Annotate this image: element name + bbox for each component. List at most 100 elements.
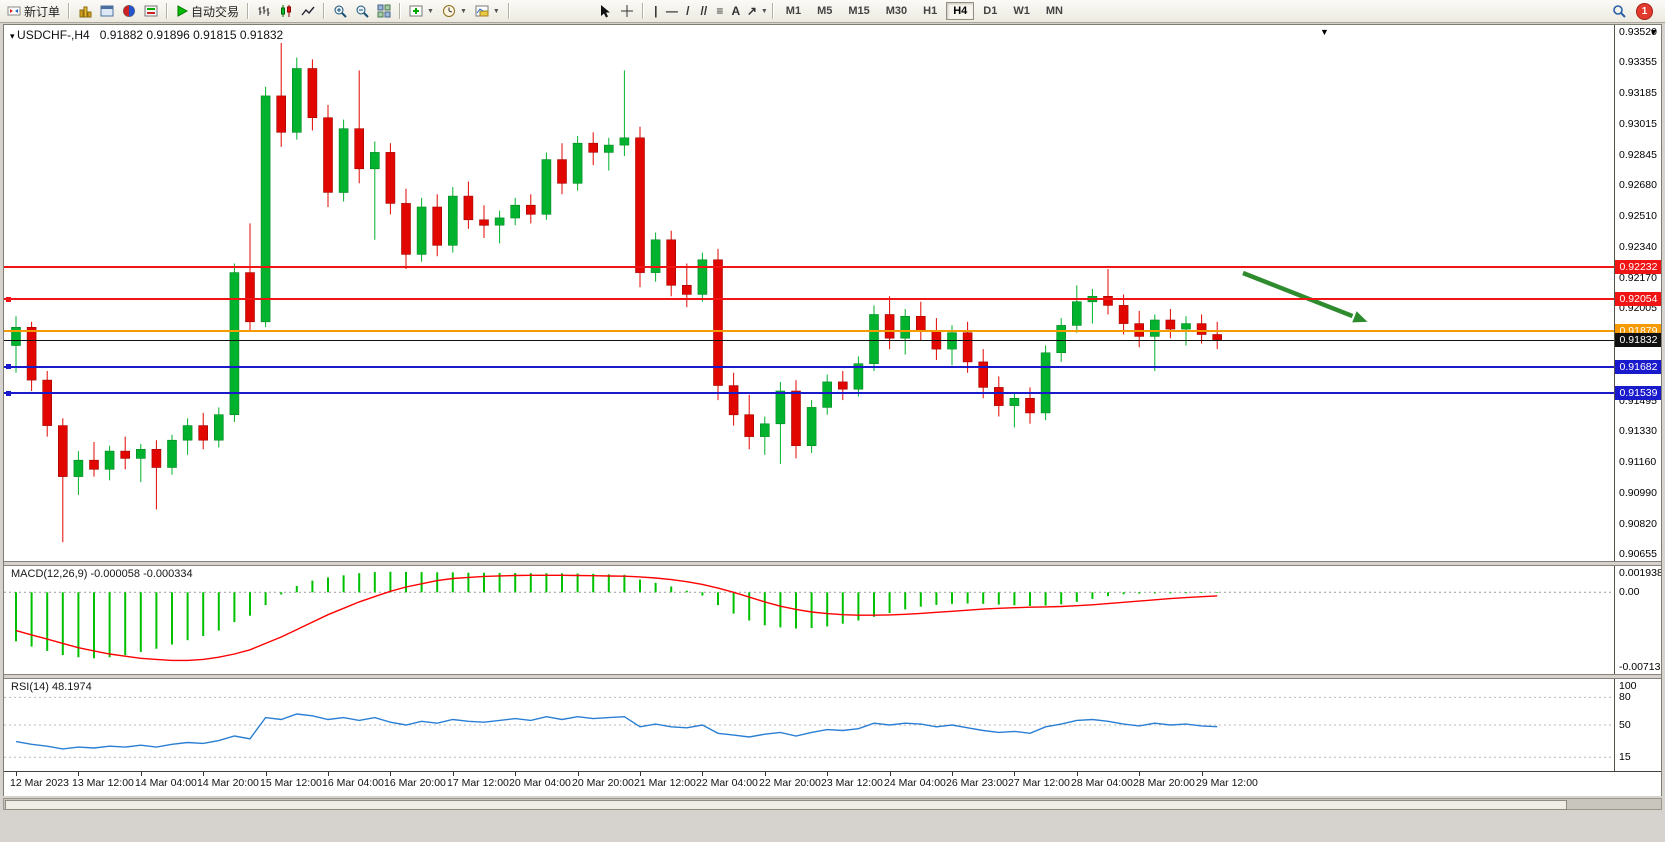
timeframe-h4[interactable]: H4: [946, 2, 975, 20]
arrows-tool[interactable]: ↗: [744, 2, 760, 21]
indicators-button[interactable]: ▼: [405, 2, 438, 21]
toolbar-separator: [166, 3, 169, 19]
axis-corner-arrow[interactable]: ▼: [1649, 27, 1658, 37]
trend-arrow[interactable]: [1242, 270, 1368, 323]
market-watch-button[interactable]: [74, 2, 96, 21]
notification-badge[interactable]: 1: [1636, 2, 1653, 20]
line-chart-icon: [301, 6, 315, 16]
line-handle[interactable]: [6, 297, 11, 302]
cursor-tool-button[interactable]: [594, 2, 616, 21]
bar-chart-button[interactable]: [253, 2, 275, 21]
price-tick-label: 0.92170: [1619, 272, 1657, 284]
price-tick-label: 0.91495: [1619, 395, 1657, 407]
scrollbar-thumb[interactable]: [5, 800, 1567, 810]
time-tick-label: 22 Mar 20:00: [759, 777, 821, 789]
horizontal-level-line[interactable]: [4, 298, 1614, 300]
current-price-line: [4, 340, 1614, 341]
timeframe-w1[interactable]: W1: [1013, 5, 1030, 17]
candlestick-chart-icon: [281, 5, 292, 17]
navigator-button[interactable]: [118, 2, 140, 21]
new-order-label: 新订单: [24, 4, 61, 19]
time-tick-label: 16 Mar 20:00: [384, 777, 446, 789]
timeframe-h1[interactable]: H1: [923, 5, 938, 17]
time-axis[interactable]: 12 Mar 2023 13 Mar 12:00 14 Mar 04:00 14 Ma…: [4, 771, 1661, 796]
rsi-plot[interactable]: RSI(14) 48.1974: [4, 679, 1614, 771]
timeframe-group: M1 M5 M15 M30 H1 H4 D1 W1 MN: [778, 2, 1071, 20]
price-tick-label: 0.93185: [1619, 87, 1657, 99]
panel-splitter[interactable]: [4, 561, 1661, 566]
timeframe-m30[interactable]: M30: [885, 5, 908, 17]
chart-dropdown-arrow[interactable]: ▼: [1320, 27, 1329, 37]
channel-tool[interactable]: //: [696, 2, 712, 21]
price-tick-label: 0.91330: [1619, 425, 1657, 437]
candlestick-chart-button[interactable]: [275, 2, 297, 21]
time-tick: [1139, 772, 1140, 776]
time-tick-label: 26 Mar 23:00: [946, 777, 1008, 789]
main-chart-plot[interactable]: ▾ USDCHF-,H4 0.91882 0.91896 0.91815 0.91…: [4, 25, 1614, 561]
timeframe-m5[interactable]: M5: [817, 5, 833, 17]
toolbar-separator: [771, 3, 774, 19]
periods-button[interactable]: ▼: [438, 2, 471, 21]
terminal-icon: [144, 5, 158, 17]
search-button[interactable]: [1608, 2, 1630, 21]
time-tick-label: 14 Mar 20:00: [197, 777, 259, 789]
crosshair-icon: [620, 5, 633, 17]
zoom-in-button[interactable]: [329, 2, 351, 21]
time-tick: [640, 772, 641, 776]
rsi-axis-label: 50: [1619, 719, 1631, 731]
panel-splitter[interactable]: [4, 674, 1661, 679]
trendline-tool[interactable]: /: [680, 2, 696, 21]
text-tool[interactable]: A: [728, 2, 744, 21]
chevron-down-icon: ▼: [427, 7, 434, 15]
line-handle[interactable]: [6, 364, 11, 369]
time-tick: [266, 772, 267, 776]
tile-windows-button[interactable]: [373, 2, 395, 21]
time-tick-label: 13 Mar 12:00: [72, 777, 134, 789]
time-tick: [16, 772, 17, 776]
timeframe-mn[interactable]: MN: [1045, 5, 1063, 17]
horizontal-level-line[interactable]: [4, 366, 1614, 368]
timeframe-m15[interactable]: M15: [848, 5, 870, 17]
price-tag: 0.91832: [1615, 333, 1661, 347]
price-axis[interactable]: ▼ 0.92232 0.92054 0.91879 0.91682 0.91539 0.9…: [1614, 25, 1661, 561]
rsi-axis-label: 15: [1619, 751, 1631, 763]
time-tick-label: 23 Mar 12:00: [821, 777, 883, 789]
main-chart-panel: ▾ USDCHF-,H4 0.91882 0.91896 0.91815 0.91…: [4, 25, 1661, 561]
time-tick: [765, 772, 766, 776]
templates-button[interactable]: ▼: [471, 2, 504, 21]
time-tick: [1077, 772, 1078, 776]
macd-axis-label: -0.007132: [1619, 661, 1661, 673]
line-handle[interactable]: [6, 391, 11, 396]
chevron-down-icon: ▼: [492, 7, 500, 15]
time-tick-label: 24 Mar 04:00: [884, 777, 946, 789]
autotrading-button[interactable]: 自动交易: [172, 2, 243, 21]
horizontal-line-tool[interactable]: —: [664, 2, 680, 21]
symbol-dropdown-arrow[interactable]: ▾: [10, 31, 18, 41]
horizontal-level-line[interactable]: [4, 266, 1614, 268]
crosshair-tool-button[interactable]: [616, 2, 638, 21]
terminal-button[interactable]: [140, 2, 162, 21]
time-tick: [827, 772, 828, 776]
zoom-in-icon: [334, 5, 347, 18]
time-tick-label: 14 Mar 04:00: [135, 777, 197, 789]
horizontal-level-line[interactable]: [4, 330, 1614, 332]
time-tick-label: 20 Mar 04:00: [509, 777, 571, 789]
new-order-button[interactable]: 新订单: [3, 2, 64, 21]
macd-plot[interactable]: MACD(12,26,9) -0.000058 -0.000334: [4, 566, 1614, 674]
toolbar-separator: [507, 3, 510, 19]
timeframe-d1[interactable]: D1: [983, 5, 998, 17]
data-window-button[interactable]: [96, 2, 118, 21]
line-tools-group: | — ///≡ A ↗: [648, 2, 760, 21]
timeframe-m1[interactable]: M1: [785, 5, 802, 17]
horizontal-scrollbar[interactable]: [3, 798, 1662, 810]
time-tick-label: 22 Mar 04:00: [696, 777, 758, 789]
rsi-label: RSI(14) 48.1974: [11, 681, 92, 693]
horizontal-level-line[interactable]: [4, 392, 1614, 394]
fibonacci-tool[interactable]: ≡: [712, 2, 728, 21]
vertical-line-tool[interactable]: |: [648, 2, 664, 21]
time-tick: [952, 772, 953, 776]
zoom-out-button[interactable]: [351, 2, 373, 21]
line-chart-button[interactable]: [297, 2, 319, 21]
market-watch-icon: [79, 6, 92, 18]
